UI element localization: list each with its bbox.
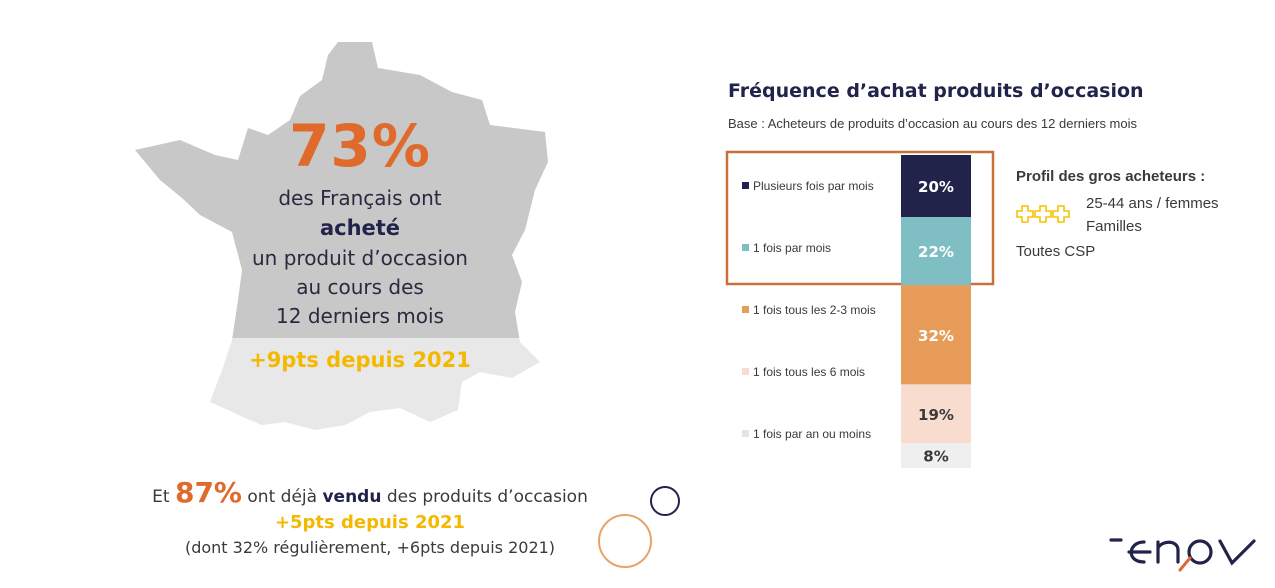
buyers-line-3: un produit d’occasion: [252, 246, 468, 270]
legend-swatch: [742, 244, 749, 251]
legend-swatch: [742, 430, 749, 437]
sellers-line: Et 87% ont déjà vendu des produits d’occ…: [100, 476, 640, 509]
buyers-line-bought: acheté: [319, 216, 401, 240]
chart-subtitle: Base : Acheteurs de produits d’occasion …: [728, 116, 1138, 131]
bar-segment: [901, 155, 971, 217]
buyers-percent: 73%: [289, 112, 431, 180]
bar-value-label: 32%: [918, 327, 954, 345]
bar-segment: [901, 384, 971, 444]
bar-value-label: 19%: [918, 406, 954, 424]
legend-label: 1 fois tous les 2-3 mois: [753, 303, 876, 317]
legend-label: 1 fois par mois: [753, 241, 831, 255]
legend-swatch: [742, 182, 749, 189]
legend-swatch: [742, 306, 749, 313]
bar-segment: [901, 443, 971, 469]
legend-label: 1 fois tous les 6 mois: [753, 365, 865, 379]
legend-label: Plusieurs fois par mois: [753, 179, 874, 193]
bar-segment: [901, 217, 971, 286]
bar-segment: [901, 285, 971, 385]
profile-csp: Toutes CSP: [1016, 243, 1096, 260]
buyers-line-4: au cours des: [296, 275, 424, 299]
sellers-percent: 87%: [174, 476, 242, 509]
sellers-suffix: des produits d’occasion: [386, 487, 588, 507]
profile-age: 25-44 ans / femmes: [1086, 195, 1219, 212]
bar-value-label: 20%: [918, 178, 954, 196]
highlight-frame: [725, 150, 995, 286]
legend-label: 1 fois par an ou moins: [753, 427, 871, 441]
buyers-line-5: 12 derniers mois: [276, 304, 444, 328]
sellers-sold-word: vendu: [322, 487, 382, 507]
chart-title: Fréquence d’achat produits d’occasion: [728, 80, 1144, 102]
bar-value-label: 8%: [923, 448, 948, 466]
bar-value-label: 22%: [918, 243, 954, 261]
sellers-middle: ont déjà: [247, 487, 318, 507]
plus-icons: [1016, 205, 1070, 223]
legend-swatch: [742, 368, 749, 375]
enov-logo: [1109, 538, 1256, 572]
profile-family: Familles: [1086, 218, 1142, 235]
sellers-gain: +5pts depuis 2021: [274, 512, 466, 533]
sellers-prefix: Et: [152, 487, 170, 507]
sellers-note: (dont 32% régulièrement, +6pts depuis 20…: [184, 538, 556, 557]
buyers-line-1: des Français ont: [278, 186, 442, 210]
decorative-circle-orange: [598, 514, 652, 568]
profile-title: Profil des gros acheteurs :: [1016, 168, 1206, 185]
decorative-circle-navy: [650, 486, 680, 516]
buyers-gain: +9pts depuis 2021: [249, 348, 471, 372]
